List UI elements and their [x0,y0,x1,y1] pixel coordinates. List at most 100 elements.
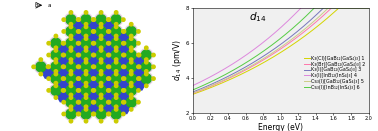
Circle shape [91,89,95,92]
K₃(Br)[GaB₁₂(GaS₄)₃] 2 [301,32,306,33]
Circle shape [107,89,110,92]
Circle shape [66,26,76,36]
Circle shape [81,85,91,95]
K₃(Br)[GaB₁₂(GaS₄)₃] 2 [330,7,334,9]
Circle shape [126,97,136,107]
Circle shape [69,11,73,14]
K₃(I)[GaB₁₂(GaS₄)₃] 3 [260,56,265,58]
Circle shape [124,71,138,86]
Circle shape [139,71,153,86]
Circle shape [137,100,140,104]
Circle shape [64,48,78,62]
K₃(I)[GaB₁₂(GaS₄)₃] 3 [366,7,371,9]
K₃(Cl)[GaB₁₂(GaS₄)₃] 1 [212,86,216,87]
Circle shape [84,108,88,111]
Circle shape [69,105,73,108]
Circle shape [84,105,88,108]
Circle shape [122,53,126,57]
Cs₃(I)[GaB₁₂(GaS₄)₃] 5 [366,7,371,9]
Circle shape [81,15,91,25]
Cs₃(I)[GaB₁₂(GaS₄)₃] 5 [260,58,265,60]
Circle shape [99,11,103,14]
Circle shape [144,58,148,61]
Circle shape [115,84,118,88]
Circle shape [84,11,88,14]
Circle shape [122,53,125,57]
Cs₃(I)[GaB₁₂(GaS₄)₃] 5 [326,7,331,9]
Circle shape [91,77,95,80]
Circle shape [79,95,93,109]
Cs₃(I)[InB₁₂(InS₄)₃] 6 [366,7,371,9]
K₃(I)[GaB₁₂(GaS₄)₃] 3 [248,64,253,65]
Circle shape [76,30,80,33]
Circle shape [64,83,78,98]
Circle shape [76,77,80,80]
Circle shape [84,46,88,50]
Circle shape [62,42,65,45]
Cs₃(I)[InB₁₂(InS₄)₃] 6 [248,59,253,61]
Circle shape [115,23,118,26]
Circle shape [99,58,103,61]
Circle shape [99,119,103,123]
Circle shape [96,74,106,84]
Circle shape [144,84,148,88]
Circle shape [94,12,108,27]
Circle shape [99,84,103,88]
Circle shape [54,49,57,52]
Circle shape [81,50,91,60]
Circle shape [47,53,50,57]
Circle shape [130,49,133,52]
Circle shape [111,62,121,72]
Circle shape [96,97,106,107]
Circle shape [79,60,93,74]
K₃(I)[InB₁₂(InS₄)₃] 4 [299,7,304,9]
Circle shape [126,50,136,60]
Circle shape [130,46,133,50]
Circle shape [77,89,81,92]
Circle shape [152,65,155,69]
Circle shape [122,77,126,80]
Circle shape [76,18,80,21]
Circle shape [84,93,88,97]
Circle shape [84,119,88,123]
Circle shape [111,26,121,36]
Circle shape [124,48,138,62]
Circle shape [92,100,96,104]
Circle shape [66,74,76,84]
Circle shape [91,42,95,45]
Circle shape [69,119,73,123]
Circle shape [141,62,151,72]
Circle shape [84,58,88,61]
Circle shape [49,83,63,98]
Circle shape [69,93,73,97]
Circle shape [115,46,118,50]
Circle shape [61,53,65,57]
Circle shape [69,81,73,85]
Circle shape [69,34,73,38]
Circle shape [81,74,91,84]
Circle shape [76,42,80,45]
Circle shape [107,77,111,80]
Circle shape [122,42,126,45]
Circle shape [66,50,76,60]
Circle shape [62,112,65,116]
Text: a: a [47,2,51,8]
Circle shape [91,112,95,116]
Circle shape [69,61,73,64]
Circle shape [144,61,148,64]
Circle shape [107,100,110,104]
Circle shape [92,77,96,80]
Circle shape [49,36,63,50]
Circle shape [54,58,57,61]
Line: Cs₃(I)[GaB₁₂(GaS₄)₃] 5: Cs₃(I)[GaB₁₂(GaS₄)₃] 5 [193,8,369,93]
K₃(I)[GaB₁₂(GaS₄)₃] 3 [301,26,306,27]
Circle shape [115,11,118,14]
Circle shape [77,77,81,80]
K₃(I)[InB₁₂(InS₄)₃] 4 [191,85,195,86]
Circle shape [122,112,125,116]
Circle shape [84,25,88,29]
Circle shape [54,84,57,88]
Circle shape [122,100,126,104]
Circle shape [61,42,65,45]
Circle shape [130,81,133,85]
